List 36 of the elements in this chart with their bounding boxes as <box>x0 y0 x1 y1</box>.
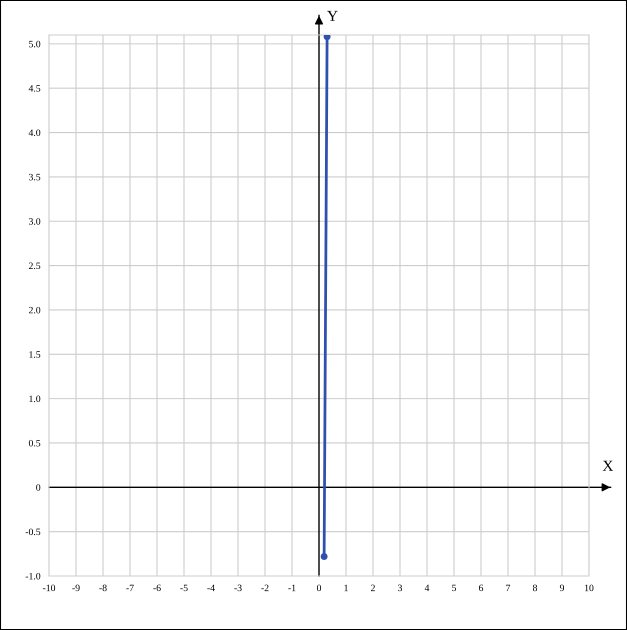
x-tick-label: -3 <box>234 584 242 592</box>
y-tick-label: 5.0 <box>29 40 40 48</box>
x-tick-label: -1 <box>288 584 296 592</box>
y-tick-label: 1.0 <box>29 396 40 402</box>
y-tick-label: -1.0 <box>26 572 40 580</box>
y-tick-label: -0.5 <box>26 528 40 536</box>
y-tick-label: 3.0 <box>28 218 40 225</box>
x-tick-label: 0 <box>316 584 322 592</box>
x-axis-title: X <box>602 460 614 471</box>
x-tick-label: 7 <box>506 584 510 592</box>
x-tick-label: 10 <box>584 584 594 592</box>
y-tick-label: 0.5 <box>28 440 40 446</box>
y-tick-label: 2.0 <box>28 306 40 314</box>
y-tick-label: 1.5 <box>29 351 40 358</box>
x-tick-label: 5 <box>452 584 456 592</box>
x-tick-label: 3 <box>398 584 402 592</box>
x-tick-label: -9 <box>72 584 80 592</box>
x-tick-label: -6 <box>153 584 161 592</box>
x-tick-label: 8 <box>532 584 538 592</box>
y-tick-label: 4.0 <box>28 129 40 136</box>
y-tick-label: 0 <box>36 484 40 491</box>
x-tick-label: 9 <box>560 584 564 592</box>
x-tick-label: -7 <box>126 584 134 592</box>
x-tick-label: -2 <box>261 584 269 592</box>
y-tick-label: 4.5 <box>28 85 40 92</box>
x-tick-label: 4 <box>424 584 430 592</box>
x-tick-label: 6 <box>478 584 484 592</box>
x-tick-label: 1 <box>344 584 348 592</box>
y-axis-title: Y <box>327 10 338 21</box>
y-tick-label: 3.5 <box>28 174 40 180</box>
x-tick-label: -4 <box>207 584 215 592</box>
x-tick-label: 2 <box>370 584 375 592</box>
x-tick-label: -8 <box>99 584 107 592</box>
y-tick-label: 2.5 <box>28 262 40 270</box>
x-tick-label: -10 <box>42 584 56 592</box>
x-tick-label: -5 <box>180 584 188 592</box>
